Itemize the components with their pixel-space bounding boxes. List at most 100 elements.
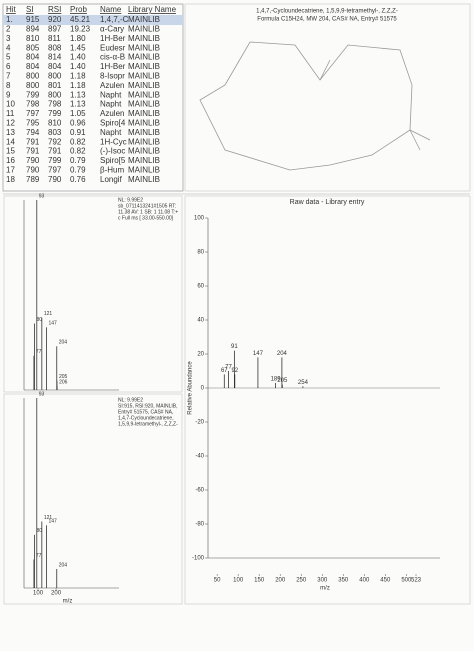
y-tick-label: -100 bbox=[192, 556, 205, 562]
table-cell: Napht bbox=[100, 128, 122, 137]
y-tick-label: -20 bbox=[195, 420, 204, 426]
table-cell: MAINLIB bbox=[128, 15, 160, 24]
chart-title: Raw data - Library entry bbox=[290, 199, 365, 206]
annotation: 1,5,9,9-tetramethyl-, Z,Z,Z- bbox=[118, 421, 178, 427]
peak-label: 77 bbox=[36, 349, 42, 355]
table-cell: 790 bbox=[26, 166, 40, 175]
table-cell: 4 bbox=[6, 43, 11, 52]
selected-row bbox=[3, 15, 183, 25]
peak bbox=[56, 346, 58, 390]
structure-info: Formula C15H24, MW 204, CAS# NA, Entry# … bbox=[257, 17, 397, 23]
table-cell: 795 bbox=[26, 119, 40, 128]
table-cell: 1.18 bbox=[70, 72, 86, 81]
annotation: SI:915, RSI:920, MAINLIB, bbox=[118, 403, 177, 409]
table-cell: Azulen bbox=[100, 109, 124, 118]
table-cell: 12 bbox=[6, 119, 15, 128]
peak-label: 91 bbox=[231, 344, 238, 350]
peak bbox=[228, 371, 229, 388]
y-tick-label: 100 bbox=[194, 216, 205, 222]
table-cell: 6 bbox=[6, 62, 11, 71]
table-cell: 19.23 bbox=[70, 25, 91, 34]
peak-label: 93 bbox=[39, 193, 45, 199]
table-cell: 920 bbox=[48, 15, 62, 24]
peak bbox=[46, 327, 47, 390]
panel bbox=[3, 195, 183, 393]
table-cell: 799 bbox=[48, 109, 62, 118]
table-cell: 0.91 bbox=[70, 128, 86, 137]
peak-label: 204 bbox=[277, 351, 288, 357]
table-cell: 1.40 bbox=[70, 53, 86, 62]
y-tick-label: -60 bbox=[195, 488, 204, 494]
table-cell: 799 bbox=[26, 90, 40, 99]
peak bbox=[223, 374, 225, 388]
table-cell: 15 bbox=[6, 147, 15, 156]
peak-label: 80 bbox=[36, 528, 42, 534]
y-tick-label: 80 bbox=[197, 250, 204, 256]
annotation: 1,4,7-Cycloundecatriene, bbox=[118, 415, 174, 421]
y-tick-label: -40 bbox=[195, 454, 204, 460]
table-cell: 801 bbox=[48, 81, 62, 90]
table-cell: 1H-Cyc bbox=[100, 137, 127, 146]
annotation: 11.38 AV: 1 SB: 1 11.08 T:+ bbox=[118, 209, 178, 215]
peak-label: 121 bbox=[44, 515, 53, 521]
peak-label: 93 bbox=[39, 391, 45, 397]
table-cell: MAINLIB bbox=[128, 128, 160, 137]
peak-label: 205 bbox=[277, 378, 288, 384]
table-cell: 791 bbox=[48, 147, 62, 156]
table-cell: MAINLIB bbox=[128, 53, 160, 62]
peak bbox=[302, 386, 304, 388]
table-cell: MAINLIB bbox=[128, 175, 160, 184]
x-axis-label: m/z bbox=[320, 586, 330, 592]
x-tick-label: 100 bbox=[233, 578, 244, 584]
table-cell: cis-α-B bbox=[100, 53, 125, 62]
structure-bond bbox=[409, 129, 421, 151]
x-tick-label: 523 bbox=[411, 578, 422, 584]
y-tick-label: -80 bbox=[195, 522, 204, 528]
table-cell: Eudesr bbox=[100, 43, 126, 52]
table-cell: 1.05 bbox=[70, 109, 86, 118]
table-cell: 1.13 bbox=[70, 100, 86, 109]
table-cell: MAINLIB bbox=[128, 34, 160, 43]
table-cell: 894 bbox=[26, 25, 40, 34]
peak-label: 77 bbox=[225, 365, 232, 371]
table-cell: 2 bbox=[6, 25, 11, 34]
table-cell: Longif bbox=[100, 175, 123, 184]
table-cell: 0.82 bbox=[70, 147, 86, 156]
table-cell: 804 bbox=[48, 62, 62, 71]
peak-label: 77 bbox=[36, 553, 42, 559]
table-cell: 0.79 bbox=[70, 166, 86, 175]
table-cell: 800 bbox=[26, 72, 40, 81]
table-cell: 797 bbox=[48, 166, 62, 175]
table-cell: 794 bbox=[26, 128, 40, 137]
peak bbox=[281, 384, 283, 388]
peak-label: 189 bbox=[271, 376, 282, 382]
table-cell: MAINLIB bbox=[128, 119, 160, 128]
table-cell: 7 bbox=[6, 72, 11, 81]
x-tick-label: 500 bbox=[401, 578, 412, 584]
table-cell: 792 bbox=[48, 137, 62, 146]
table-cell: 798 bbox=[26, 100, 40, 109]
structure-bond bbox=[319, 59, 331, 81]
x-tick-label: 400 bbox=[359, 578, 370, 584]
peak-label: 121 bbox=[44, 311, 53, 317]
peak bbox=[56, 569, 58, 588]
x-tick-label: 300 bbox=[317, 578, 328, 584]
table-cell: 814 bbox=[48, 53, 62, 62]
peak-label: 254 bbox=[298, 380, 309, 386]
table-cell: MAINLIB bbox=[128, 90, 160, 99]
table-cell: 0.79 bbox=[70, 156, 86, 165]
table-cell: 5 bbox=[6, 53, 11, 62]
table-cell: 18 bbox=[6, 175, 15, 184]
x-tick-label: 150 bbox=[254, 578, 265, 584]
table-cell: MAINLIB bbox=[128, 147, 160, 156]
x-tick-label: 200 bbox=[275, 578, 286, 584]
peak-label: 204 bbox=[59, 562, 68, 568]
table-cell: 1H-Ber bbox=[100, 62, 126, 71]
table-cell: 14 bbox=[6, 137, 15, 146]
table-cell: 804 bbox=[26, 62, 40, 71]
table-cell: 805 bbox=[26, 43, 40, 52]
table-cell: 1.13 bbox=[70, 90, 86, 99]
column-header: Library Name bbox=[128, 5, 177, 14]
